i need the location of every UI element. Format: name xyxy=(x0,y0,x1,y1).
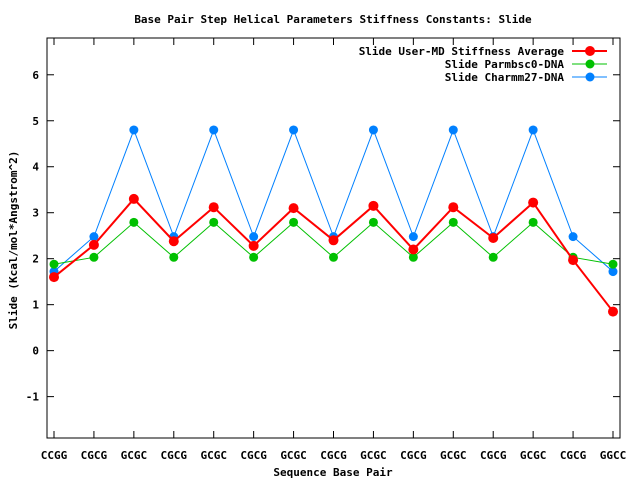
x-tick-label: CGCG xyxy=(81,449,108,462)
data-point xyxy=(608,259,618,269)
series-1 xyxy=(49,217,618,269)
data-point xyxy=(408,244,419,255)
y-tick-label: 0 xyxy=(32,345,39,358)
y-tick-label: 6 xyxy=(32,69,39,82)
data-point xyxy=(89,252,99,262)
data-point xyxy=(608,306,618,317)
data-point xyxy=(249,252,259,262)
legend-label: Slide Parmbsc0-DNA xyxy=(445,58,565,71)
data-point xyxy=(88,239,99,250)
x-tick-label: GGCC xyxy=(600,449,627,462)
x-tick-label: GCGC xyxy=(200,449,227,462)
legend-marker xyxy=(585,46,595,56)
x-tick-label: GCGC xyxy=(280,449,307,462)
data-point xyxy=(128,193,139,204)
x-tick-label: CGCG xyxy=(480,449,507,462)
x-tick-label: CGCG xyxy=(560,449,587,462)
data-point xyxy=(169,252,179,262)
x-tick-label: CGCG xyxy=(400,449,427,462)
y-axis-label: Slide (Kcal/mol*Angstrom^2) xyxy=(7,151,20,330)
x-tick-label: CGCG xyxy=(320,449,347,462)
data-point xyxy=(248,240,259,251)
data-point xyxy=(448,217,458,227)
legend-marker xyxy=(585,59,595,69)
data-point xyxy=(89,232,99,242)
legend-marker xyxy=(585,72,595,82)
chart-title: Base Pair Step Helical Parameters Stiffn… xyxy=(134,13,532,26)
data-point xyxy=(368,217,378,227)
data-point xyxy=(408,232,418,242)
data-point xyxy=(289,217,299,227)
data-point xyxy=(448,125,458,135)
y-tick-label: 3 xyxy=(32,207,39,220)
y-tick-label: 2 xyxy=(32,253,39,266)
legend-label: Slide User-MD Stiffness Average xyxy=(359,45,565,58)
data-point xyxy=(608,267,618,277)
data-point xyxy=(129,217,139,227)
data-point xyxy=(209,217,219,227)
x-tick-label: CGCG xyxy=(240,449,267,462)
data-point xyxy=(368,125,378,135)
data-point xyxy=(568,255,579,266)
y-tick-label: -1 xyxy=(26,391,40,404)
x-axis-label: Sequence Base Pair xyxy=(273,466,393,479)
legend-label: Slide Charmm27-DNA xyxy=(445,71,565,84)
data-point xyxy=(249,232,259,242)
data-point xyxy=(49,272,59,283)
x-tick-label: CGCG xyxy=(161,449,188,462)
data-point xyxy=(448,202,459,213)
x-tick-label: GCGC xyxy=(121,449,148,462)
data-point xyxy=(408,252,418,262)
data-point xyxy=(568,232,578,242)
data-point xyxy=(209,125,219,135)
data-point xyxy=(488,252,498,262)
x-tick-label: CCGG xyxy=(41,449,68,462)
data-point xyxy=(208,202,219,213)
x-tick-label: GCGC xyxy=(440,449,467,462)
data-point xyxy=(528,197,539,208)
data-point xyxy=(49,259,59,269)
x-tick-label: GCGC xyxy=(520,449,547,462)
data-point xyxy=(328,235,339,246)
y-tick-label: 1 xyxy=(32,299,39,312)
x-tick-label: GCGC xyxy=(360,449,387,462)
data-point xyxy=(288,203,299,214)
y-tick-label: 4 xyxy=(32,161,39,174)
data-point xyxy=(488,233,499,243)
series-layer xyxy=(49,125,618,317)
data-point xyxy=(528,125,538,135)
x-axis-ticks: CCGG CGCG GCGC CGCG GCGC CGCG GCGC CGCG GCGC CGCG… xyxy=(41,38,627,462)
series-0 xyxy=(49,193,618,317)
data-point xyxy=(289,125,299,135)
data-point xyxy=(528,217,538,227)
data-point xyxy=(129,125,139,135)
data-point xyxy=(329,252,338,262)
y-axis-ticks: -1 0 1 2 3 4 5 6 xyxy=(26,69,620,404)
data-point xyxy=(168,236,179,247)
data-point xyxy=(368,200,379,211)
y-tick-label: 5 xyxy=(32,115,39,128)
